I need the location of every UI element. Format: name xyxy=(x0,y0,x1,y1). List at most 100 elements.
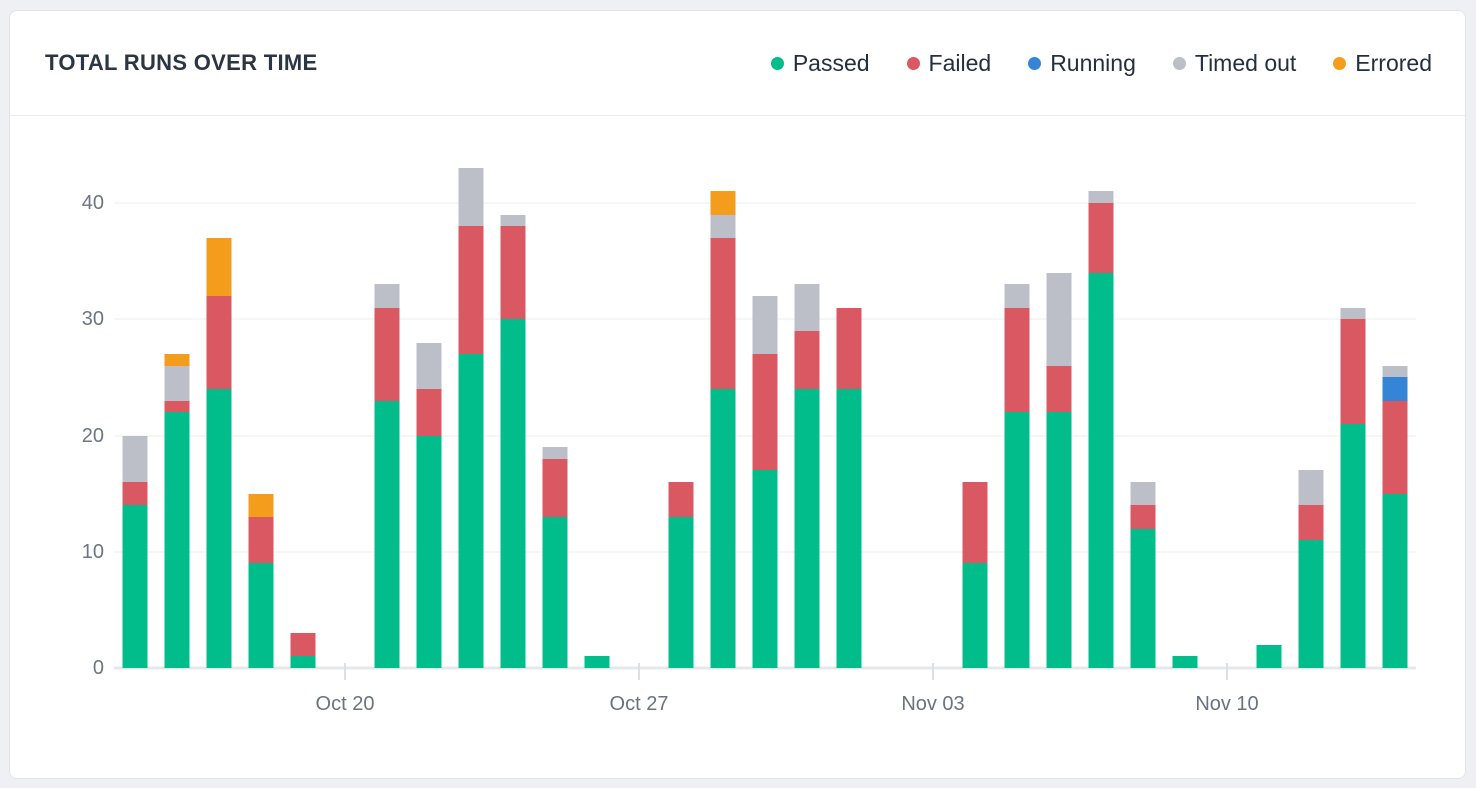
bar-segment-passed[interactable] xyxy=(290,656,316,668)
bar-segment-passed[interactable] xyxy=(458,354,484,668)
bar-segment-passed[interactable] xyxy=(164,412,190,668)
bar-segment-failed[interactable] xyxy=(1004,307,1030,413)
bar-stack[interactable] xyxy=(542,447,568,668)
bar-segment-timed_out[interactable] xyxy=(458,168,484,227)
bar-stack[interactable] xyxy=(1046,272,1072,668)
bar-segment-failed[interactable] xyxy=(164,400,190,413)
bar-segment-failed[interactable] xyxy=(1046,365,1072,413)
bar-segment-timed_out[interactable] xyxy=(1340,307,1366,320)
bar-segment-timed_out[interactable] xyxy=(752,296,778,355)
bar-segment-errored[interactable] xyxy=(164,354,190,366)
bar-stack[interactable] xyxy=(794,284,820,668)
bar-stack[interactable] xyxy=(1256,644,1282,668)
bar-segment-passed[interactable] xyxy=(836,389,862,668)
bar-segment-passed[interactable] xyxy=(248,563,274,668)
bar-stack[interactable] xyxy=(1172,656,1198,668)
bar-segment-failed[interactable] xyxy=(752,354,778,471)
bar-stack[interactable] xyxy=(248,493,274,668)
bar-segment-passed[interactable] xyxy=(584,656,610,668)
bar-segment-failed[interactable] xyxy=(1298,505,1324,541)
bar-stack[interactable] xyxy=(710,191,736,668)
bar-segment-passed[interactable] xyxy=(668,516,694,668)
bar-segment-failed[interactable] xyxy=(122,482,148,506)
bar-segment-timed_out[interactable] xyxy=(164,365,190,401)
bar-segment-passed[interactable] xyxy=(122,505,148,668)
bar-stack[interactable] xyxy=(1340,307,1366,668)
bar-stack[interactable] xyxy=(416,342,442,668)
bar-segment-failed[interactable] xyxy=(1088,203,1114,273)
bar-stack[interactable] xyxy=(206,237,232,668)
legend-item-running[interactable]: Running xyxy=(1028,50,1136,77)
bar-segment-timed_out[interactable] xyxy=(122,435,148,482)
bar-stack[interactable] xyxy=(290,633,316,668)
bar-segment-failed[interactable] xyxy=(500,226,526,320)
bar-stack[interactable] xyxy=(374,284,400,668)
bar-segment-failed[interactable] xyxy=(290,633,316,657)
bar-segment-timed_out[interactable] xyxy=(1004,284,1030,308)
bar-segment-failed[interactable] xyxy=(668,482,694,517)
bar-stack[interactable] xyxy=(122,435,148,668)
bar-segment-failed[interactable] xyxy=(1382,400,1408,494)
bar-segment-passed[interactable] xyxy=(1172,656,1198,668)
bar-segment-failed[interactable] xyxy=(1130,505,1156,529)
bar-segment-passed[interactable] xyxy=(416,435,442,668)
bar-segment-timed_out[interactable] xyxy=(1046,272,1072,366)
bar-segment-running[interactable] xyxy=(1382,377,1408,401)
bar-stack[interactable] xyxy=(962,482,988,668)
bar-segment-passed[interactable] xyxy=(542,516,568,668)
bar-segment-passed[interactable] xyxy=(1088,272,1114,668)
legend-item-passed[interactable]: Passed xyxy=(770,50,870,77)
bar-segment-passed[interactable] xyxy=(1046,412,1072,668)
bar-stack[interactable] xyxy=(584,656,610,668)
legend-item-errored[interactable]: Errored xyxy=(1333,50,1432,77)
bar-stack[interactable] xyxy=(458,168,484,668)
legend-item-timed_out[interactable]: Timed out xyxy=(1172,50,1296,77)
bar-segment-timed_out[interactable] xyxy=(500,214,526,227)
bar-segment-failed[interactable] xyxy=(1340,319,1366,424)
bar-segment-failed[interactable] xyxy=(374,307,400,401)
bar-segment-errored[interactable] xyxy=(206,237,232,296)
bar-segment-failed[interactable] xyxy=(206,296,232,389)
bar-segment-failed[interactable] xyxy=(416,389,442,436)
bar-segment-passed[interactable] xyxy=(1298,540,1324,668)
bar-segment-timed_out[interactable] xyxy=(794,284,820,331)
bar-segment-failed[interactable] xyxy=(962,482,988,564)
bar-segment-passed[interactable] xyxy=(1130,528,1156,668)
bar-segment-errored[interactable] xyxy=(248,493,274,517)
bar-stack[interactable] xyxy=(500,214,526,668)
bar-segment-failed[interactable] xyxy=(710,237,736,389)
bar-stack[interactable] xyxy=(1004,284,1030,668)
bar-stack[interactable] xyxy=(752,296,778,668)
bar-stack[interactable] xyxy=(1088,191,1114,668)
bar-segment-passed[interactable] xyxy=(206,389,232,668)
bar-segment-passed[interactable] xyxy=(500,319,526,668)
bar-segment-passed[interactable] xyxy=(1340,423,1366,668)
bar-segment-failed[interactable] xyxy=(248,516,274,564)
bar-stack[interactable] xyxy=(1130,482,1156,668)
bar-stack[interactable] xyxy=(836,307,862,668)
bar-segment-failed[interactable] xyxy=(458,226,484,355)
bar-segment-passed[interactable] xyxy=(1382,493,1408,668)
bar-segment-passed[interactable] xyxy=(710,389,736,668)
bar-stack[interactable] xyxy=(164,354,190,668)
bar-stack[interactable] xyxy=(668,482,694,668)
bar-segment-timed_out[interactable] xyxy=(1382,365,1408,378)
bar-segment-timed_out[interactable] xyxy=(1088,191,1114,203)
bar-segment-failed[interactable] xyxy=(836,307,862,389)
bar-segment-passed[interactable] xyxy=(752,470,778,668)
bar-segment-timed_out[interactable] xyxy=(542,447,568,459)
bar-segment-failed[interactable] xyxy=(794,330,820,389)
bar-segment-passed[interactable] xyxy=(1004,412,1030,668)
bar-stack[interactable] xyxy=(1382,365,1408,668)
bar-stack[interactable] xyxy=(1298,470,1324,668)
bar-segment-passed[interactable] xyxy=(962,563,988,668)
bar-segment-failed[interactable] xyxy=(542,458,568,517)
bar-segment-timed_out[interactable] xyxy=(1130,482,1156,506)
bar-segment-passed[interactable] xyxy=(1256,644,1282,668)
bar-segment-timed_out[interactable] xyxy=(374,284,400,308)
bar-segment-timed_out[interactable] xyxy=(1298,470,1324,506)
bar-segment-passed[interactable] xyxy=(794,389,820,668)
legend-item-failed[interactable]: Failed xyxy=(906,50,991,77)
bar-segment-passed[interactable] xyxy=(374,400,400,668)
bar-segment-errored[interactable] xyxy=(710,191,736,215)
